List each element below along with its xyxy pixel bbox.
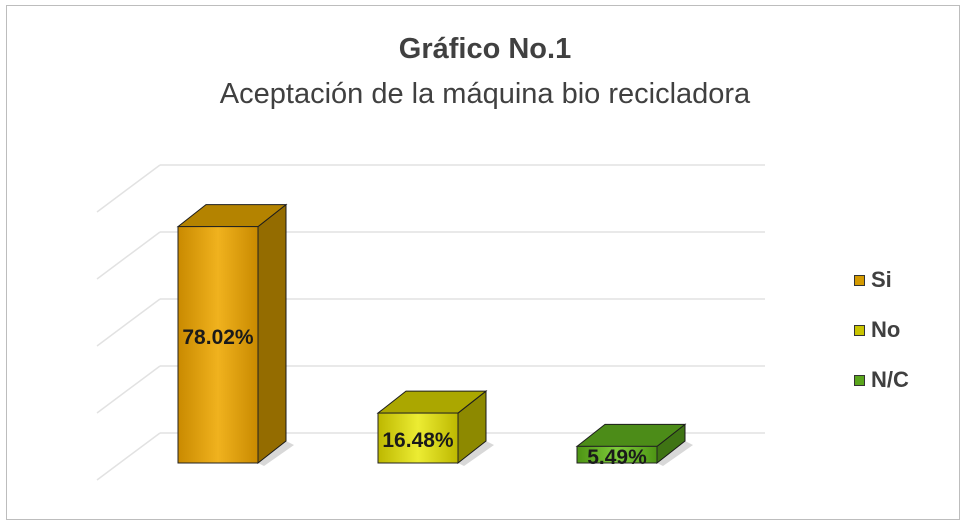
legend-swatch-no [854,324,865,336]
bar-shadow [458,441,494,466]
legend-label-no: No [871,317,901,342]
legend: Si No N/C [854,255,909,405]
legend-label-si: Si [871,267,892,292]
legend-swatch-nc [854,374,865,386]
legend-item-nc: N/C [854,355,909,405]
data-label-2: 5.49% [587,446,647,469]
legend-item-no: No [854,305,909,355]
bar-side-0 [257,203,287,465]
legend-label-nc: N/C [871,367,909,392]
bar-2 [576,445,658,464]
chart-title: Gráfico No.1 [398,33,572,65]
legend-swatch-si [854,274,865,286]
gridline-side [96,231,161,280]
data-label-1: 16.48% [382,429,454,452]
bar-shadow [657,441,693,466]
gridline-side [96,164,161,213]
gridline-side [96,432,161,481]
data-label-0: 78.02% [182,326,254,349]
chart-subtitle: Aceptación de la máquina bio recicladora [219,78,751,110]
bar-0 [177,226,259,464]
legend-item-si: Si [854,255,909,305]
bar-1 [377,412,459,464]
gridline-side [96,365,161,414]
gridline-side [96,298,161,347]
bar-shadow [258,441,294,466]
